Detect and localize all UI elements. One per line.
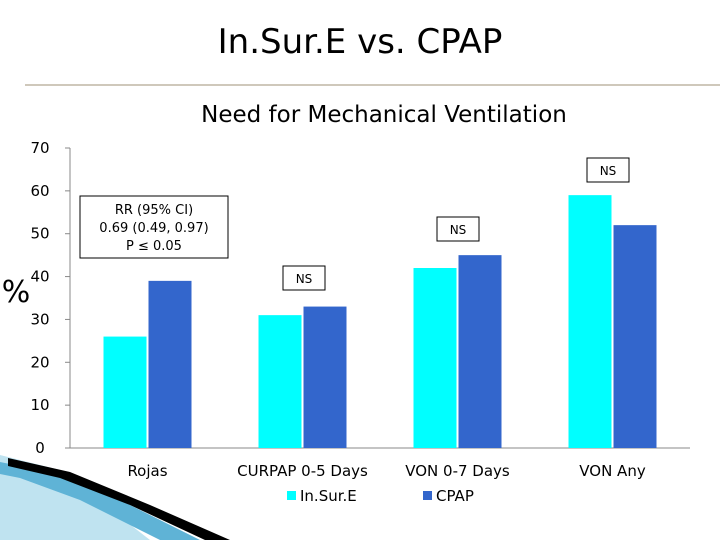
ns-label: NS [296,272,313,286]
bar-insure-3 [568,195,612,448]
y-tick-label: 20 [30,353,49,371]
ns-label: NS [450,223,467,237]
rr-annotation-line-1: RR (95% CI) [115,203,193,218]
chart-title: Need for Mechanical Ventilation [201,102,567,128]
category-label: Rojas [127,462,167,480]
y-tick-label: 40 [30,268,49,286]
ns-box [586,157,630,183]
ns-annotation-curpap: NS [282,265,326,291]
legend-label-insure: In.Sur.E [300,487,357,505]
category-labels: Rojas CURPAP 0-5 Days VON 0-7 Days VON Any [127,462,645,480]
category-label: CURPAP 0-5 Days [237,462,368,480]
rr-annotation-line-3: P ≤ 0.05 [126,239,182,254]
ns-annotation-von-0-7: NS [436,216,480,242]
slide-title: In.Sur.E vs. CPAP [217,22,503,62]
ns-label: NS [600,164,617,178]
legend: In.Sur.E CPAP [287,487,474,505]
category-label: VON Any [579,462,646,480]
bars [103,195,657,448]
legend-swatch-insure [287,491,296,500]
y-tick-label: 30 [30,310,49,328]
bar-cpap-2 [458,255,502,448]
ns-annotation-von-any: NS [586,157,630,183]
y-axis-label: % [2,275,31,310]
ns-box [282,265,326,291]
y-tick-label: 60 [30,182,49,200]
legend-label-cpap: CPAP [436,487,474,505]
decorative-swoosh [0,455,230,540]
bar-cpap-3 [613,225,657,448]
category-label: VON 0-7 Days [405,462,510,480]
ns-box [436,216,480,242]
bar-insure-2 [413,268,457,448]
y-tick-label: 10 [30,396,49,414]
bar-cpap-0 [148,280,192,448]
rr-annotation: RR (95% CI) 0.69 (0.49, 0.97) P ≤ 0.05 [79,195,229,259]
bar-cpap-1 [303,306,347,448]
rr-annotation-line-2: 0.69 (0.49, 0.97) [99,221,208,236]
y-axis-ticks: 0 10 20 30 40 50 60 70 [30,139,70,457]
title-divider [25,84,720,86]
y-tick-label: 70 [30,139,49,157]
bar-insure-1 [258,315,302,448]
rr-annotation-box [79,195,229,259]
legend-swatch-cpap [423,491,432,500]
y-tick-label: 0 [35,439,45,457]
y-tick-label: 50 [30,225,49,243]
bar-insure-0 [103,336,147,448]
